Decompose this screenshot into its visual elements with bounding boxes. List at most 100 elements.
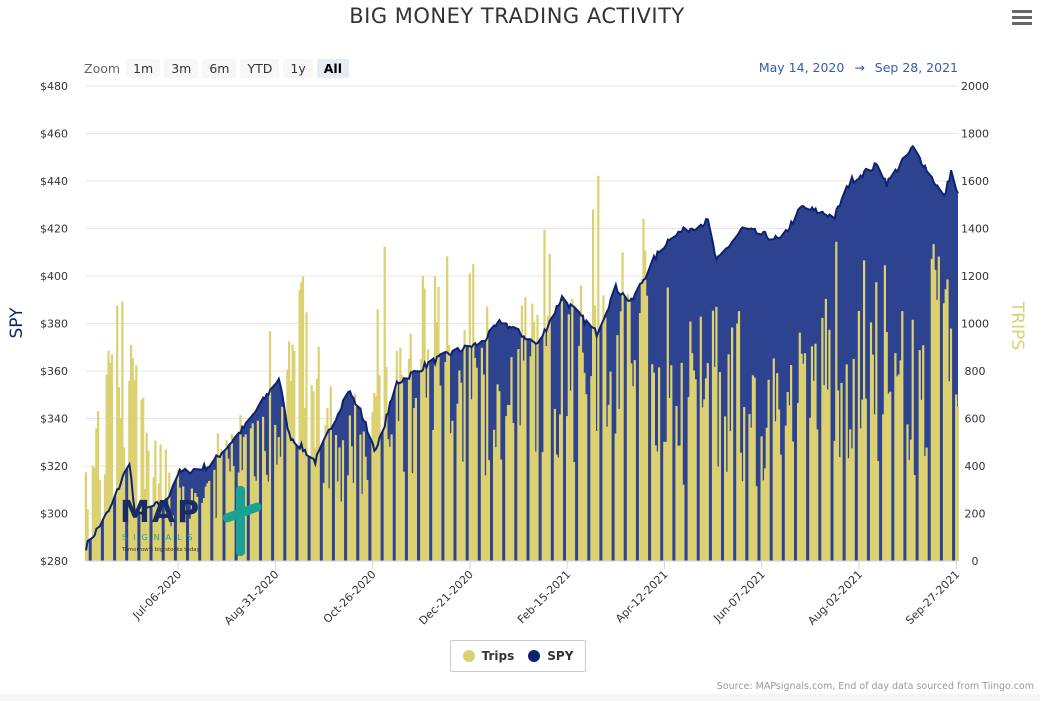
trips-bar	[218, 456, 221, 561]
trips-bar	[656, 451, 659, 561]
trips-bar	[204, 486, 207, 561]
trips-bar	[508, 405, 511, 561]
trips-bar	[371, 412, 374, 561]
trips-bar	[183, 506, 186, 561]
trips-bar	[692, 370, 695, 561]
trips-bar	[821, 317, 824, 561]
trips-bar	[123, 447, 126, 561]
trips-bar	[828, 329, 831, 561]
trips-bar	[262, 416, 265, 561]
trips-bar	[791, 441, 794, 561]
trips-bar	[317, 346, 320, 561]
trips-bar	[906, 424, 909, 561]
trips-bar	[279, 456, 282, 561]
trips-bar	[486, 306, 489, 561]
trips-bar	[147, 450, 150, 561]
trips-bar	[362, 431, 365, 561]
trips-bar	[310, 384, 313, 561]
trips-bar	[439, 385, 442, 561]
trips-bar	[215, 517, 218, 561]
chart-menu-icon[interactable]	[1012, 10, 1032, 25]
range-from[interactable]: May 14, 2020	[758, 60, 845, 75]
trips-bar	[743, 407, 746, 561]
legend-item-trips[interactable]: Trips	[462, 649, 514, 663]
trips-bar	[920, 399, 923, 561]
trips-bar	[473, 358, 477, 561]
trips-bar	[630, 363, 633, 561]
trips-bar	[498, 391, 501, 561]
y-left-tick-label: $460	[40, 128, 68, 141]
trips-bar	[107, 350, 110, 561]
trips-bar	[314, 447, 317, 561]
trips-bar	[164, 449, 167, 561]
trips-bar	[288, 341, 291, 561]
logo-sub: SIGNALS	[122, 533, 199, 542]
trips-bar	[399, 347, 402, 561]
trips-bar	[435, 322, 438, 561]
trips-bar	[571, 299, 574, 561]
trips-bar	[633, 360, 636, 561]
zoom-6m-button[interactable]: 6m	[202, 59, 237, 78]
trips-bar	[644, 250, 647, 561]
range-to[interactable]: Sep 28, 2021	[874, 60, 958, 75]
trips-bar	[378, 375, 381, 561]
trips-bar	[373, 393, 376, 561]
trips-bar	[812, 380, 815, 561]
trips-bar	[216, 433, 219, 561]
trips-bar	[578, 345, 581, 561]
trips-bar	[666, 287, 669, 561]
trips-bar	[579, 285, 583, 561]
trips-bar	[336, 481, 339, 561]
trips-bar	[946, 279, 949, 561]
trips-bar	[385, 367, 388, 561]
chart-plot: MAP SIGNALS Tomorrow's big stocks today …	[7, 80, 1027, 628]
trips-bar	[484, 475, 487, 561]
zoom-3m-button[interactable]: 3m	[164, 59, 199, 78]
trips-bar	[751, 375, 754, 561]
trips-bar	[871, 354, 874, 561]
trips-bar	[553, 408, 556, 561]
trips-bar	[713, 366, 716, 561]
trips-bar	[764, 468, 767, 561]
trips-bar	[581, 352, 584, 561]
trips-bar	[206, 483, 209, 561]
x-tick-label: Aug-02-2021	[805, 568, 865, 628]
y-right-tick-label: 800	[965, 365, 986, 378]
zoom-1y-button[interactable]: 1y	[283, 59, 313, 78]
trips-bar	[359, 434, 362, 561]
trips-bar	[798, 332, 801, 561]
zoom-1m-button[interactable]: 1m	[126, 59, 161, 78]
trips-bar	[956, 407, 959, 561]
trips-bar	[585, 394, 588, 561]
trips-bar	[823, 385, 826, 561]
trips-bar	[875, 282, 878, 561]
zoom-ytd-button[interactable]: YTD	[240, 59, 280, 78]
trips-bar	[95, 428, 98, 561]
trips-bar	[654, 445, 657, 561]
trips-bar	[765, 427, 768, 561]
trips-bar	[315, 378, 318, 561]
trips-bar	[427, 349, 430, 561]
trips-bar	[220, 449, 223, 561]
trips-bar	[135, 365, 138, 561]
y-right-tick-label: 2000	[961, 80, 989, 93]
trips-bar	[84, 472, 87, 561]
trips-bar	[593, 305, 596, 561]
trips-bar	[788, 405, 791, 561]
x-tick-label: Aug-31-2020	[222, 568, 282, 628]
legend-item-spy[interactable]: SPY	[528, 649, 573, 663]
x-tick-label: Apr-12-2021	[613, 568, 670, 625]
trips-bar	[131, 358, 134, 561]
trips-bar	[322, 482, 325, 561]
trips-bar	[156, 501, 159, 561]
trips-bar	[840, 383, 843, 561]
trips-bar	[949, 328, 953, 561]
chart-legend: Trips SPY	[450, 640, 586, 672]
zoom-all-button[interactable]: All	[316, 59, 349, 78]
trips-bar	[190, 488, 193, 561]
trips-bar	[711, 310, 715, 561]
y-left-tick-label: $420	[40, 223, 68, 236]
trips-bar	[597, 175, 600, 562]
trips-bar	[143, 488, 147, 561]
trips-bar	[838, 457, 841, 561]
